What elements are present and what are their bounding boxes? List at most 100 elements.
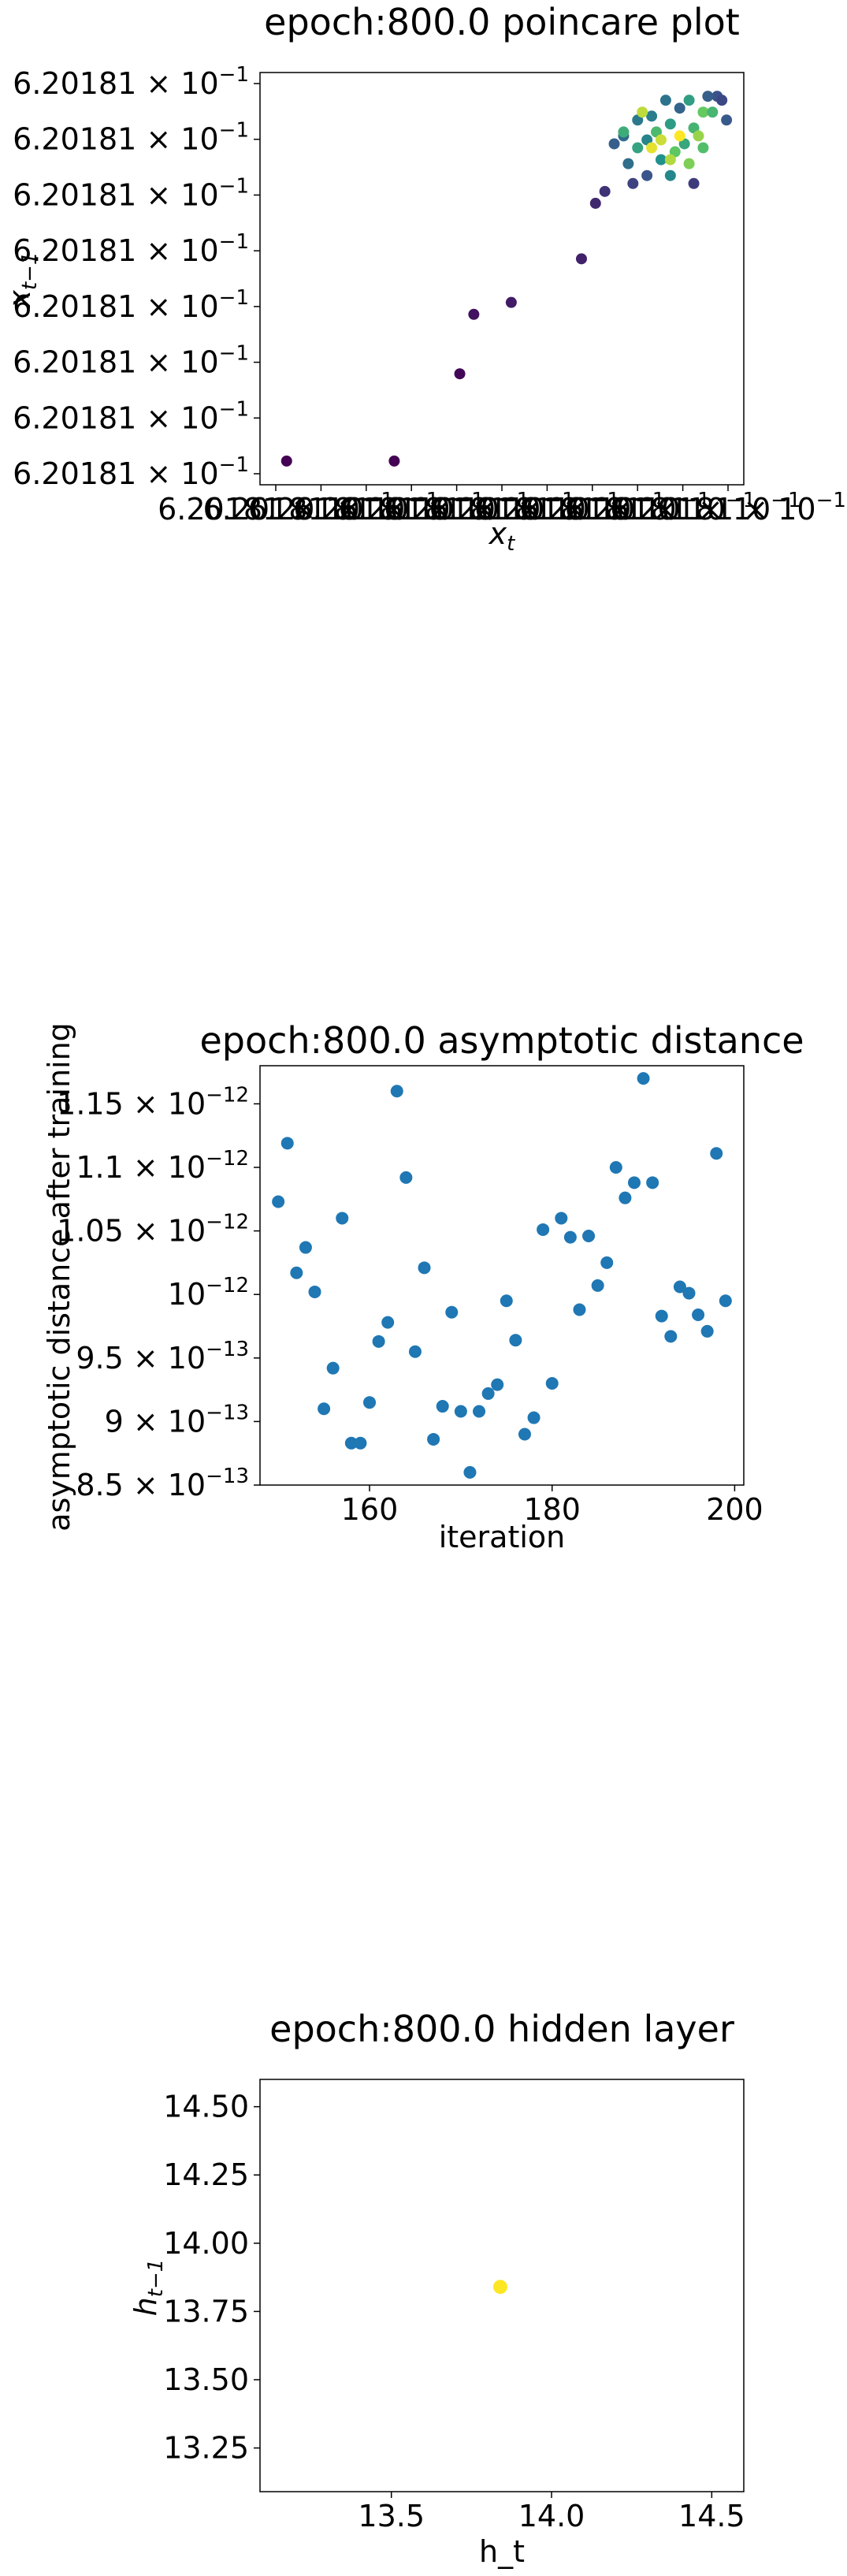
- data-point: [280, 1137, 294, 1150]
- data-point: [445, 1305, 459, 1319]
- data-points: [492, 2280, 507, 2295]
- data-point: [655, 154, 667, 166]
- data-point: [509, 1334, 522, 1347]
- data-point: [674, 130, 685, 142]
- data-point: [408, 1345, 422, 1358]
- tick-label: 14.25: [163, 2157, 249, 2192]
- data-point: [473, 1405, 486, 1418]
- tick-label: 6.20181 × 10−1: [13, 286, 249, 324]
- x-axis-label: h_t: [479, 2534, 525, 2569]
- tick-label: 13.75: [163, 2294, 249, 2328]
- data-point: [710, 1147, 723, 1160]
- x-axis-label: iteration: [439, 1520, 566, 1553]
- data-point: [280, 455, 292, 467]
- data-point: [641, 169, 653, 181]
- tick-label: 1.05 × 10−12: [57, 1211, 249, 1249]
- data-point: [399, 1171, 413, 1184]
- tick-label: 6.20181 × 10−1: [13, 63, 249, 101]
- chart-title: epoch:800.0 poincare plot: [264, 1, 740, 43]
- data-point: [454, 1405, 467, 1418]
- x-axis-ticks: 13.5 14.0 14.5: [358, 2492, 745, 2533]
- data-point: [697, 106, 709, 118]
- data-point: [491, 1378, 504, 1391]
- data-point: [591, 1279, 604, 1292]
- data-point: [436, 1400, 449, 1413]
- data-point: [492, 2280, 507, 2295]
- chart-title: epoch:800.0 asymptotic distance: [199, 1019, 804, 1062]
- tick-label: 6.20181 × 10−1: [13, 453, 249, 491]
- tick-label: 6.20181 × 10−1: [13, 174, 249, 212]
- tick-label: 6.20181 × 10−1: [610, 489, 846, 527]
- data-point: [707, 106, 719, 118]
- data-point: [664, 118, 676, 130]
- tick-label: 6.20181 × 10−1: [158, 489, 394, 527]
- data-point: [582, 1230, 596, 1243]
- tick-label: 9.5 × 10−13: [76, 1338, 249, 1375]
- tick-label: 10−12: [168, 1274, 249, 1312]
- tick-label: 6.20181 × 10−1: [13, 342, 249, 380]
- tick-label: 13.25: [163, 2431, 249, 2466]
- data-points: [272, 1072, 732, 1479]
- tick-label: 6.20181 × 10−1: [202, 489, 439, 527]
- tick-label: 1.15 × 10−12: [57, 1083, 249, 1121]
- data-point: [527, 1411, 541, 1424]
- data-point: [682, 1286, 696, 1300]
- y-axis-label: ht−1: [128, 2259, 168, 2317]
- tick-label: 14.50: [163, 2090, 249, 2124]
- tick-label: 14.5: [678, 2499, 745, 2533]
- tick-label: 6.20181 × 10−1: [519, 489, 756, 527]
- data-point: [608, 138, 620, 150]
- data-point: [632, 142, 644, 154]
- tick-label: 6.20181 × 10−1: [13, 230, 249, 268]
- data-point: [545, 1377, 559, 1390]
- data-point: [290, 1266, 303, 1279]
- data-point: [344, 1436, 358, 1450]
- y-axis-label: asymptotic distance after training: [42, 1022, 76, 1532]
- tick-label: 1.1 × 10−12: [76, 1147, 249, 1185]
- data-point: [618, 126, 630, 138]
- data-point: [655, 1309, 668, 1323]
- data-point: [659, 95, 671, 106]
- poincare-plot-chart: epoch:800.0 poincare plot 6.20181 × 10−1…: [2, 1, 846, 556]
- data-point: [627, 177, 639, 189]
- tick-label: 14.00: [163, 2226, 249, 2261]
- data-point: [272, 1195, 285, 1208]
- data-point: [599, 185, 611, 197]
- data-point: [716, 95, 728, 106]
- data-point: [683, 95, 695, 106]
- tick-label: 13.50: [163, 2362, 249, 2397]
- data-point: [418, 1261, 431, 1275]
- data-point: [692, 1308, 705, 1321]
- plot-frame: [259, 72, 745, 486]
- tick-label: 6.20181 × 10−1: [565, 489, 801, 527]
- data-point: [697, 142, 709, 154]
- tick-label: 180: [523, 1492, 581, 1527]
- data-point: [664, 154, 676, 166]
- data-point: [664, 1330, 678, 1343]
- data-point: [575, 253, 587, 265]
- tick-label: 13.5: [358, 2499, 425, 2533]
- data-point: [427, 1432, 440, 1446]
- data-point: [463, 1465, 477, 1479]
- tick-label: 6.20181 × 10−1: [13, 119, 249, 157]
- data-point: [354, 1436, 367, 1450]
- data-point: [372, 1335, 385, 1348]
- tick-label: 160: [341, 1492, 399, 1527]
- data-point: [721, 114, 733, 126]
- data-point: [518, 1428, 531, 1441]
- tick-label: 200: [706, 1492, 763, 1527]
- data-point: [299, 1241, 312, 1254]
- data-point: [600, 1256, 614, 1269]
- tick-label: 6.20181 × 10−1: [248, 489, 485, 527]
- tick-label: 6.20181 × 10−1: [293, 489, 529, 527]
- data-point: [336, 1212, 349, 1225]
- tick-label: 6.20181 × 10−1: [339, 489, 575, 527]
- data-point: [381, 1316, 395, 1329]
- data-point: [673, 1280, 686, 1294]
- data-point: [622, 158, 634, 169]
- y-axis-label: xt−1: [2, 251, 42, 308]
- chart-title: epoch:800.0 hidden layer: [269, 2008, 734, 2050]
- x-axis-ticks: 6.20181 × 10−16.20181 × 10−16.20181 × 10…: [158, 485, 846, 527]
- data-point: [390, 1085, 403, 1098]
- data-point: [702, 91, 714, 102]
